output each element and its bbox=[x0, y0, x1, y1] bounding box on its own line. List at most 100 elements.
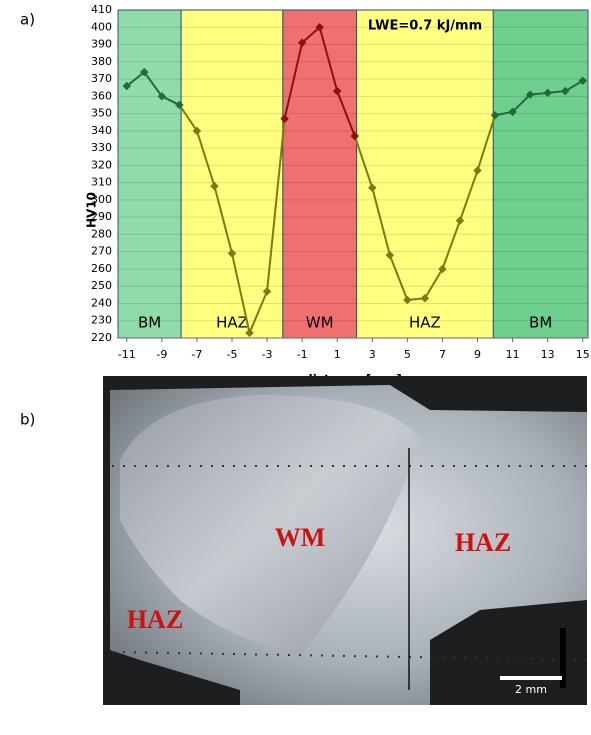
point bbox=[438, 264, 447, 274]
point bbox=[473, 166, 482, 175]
line-segment bbox=[195, 130, 216, 187]
point bbox=[175, 100, 184, 110]
weld-metal bbox=[120, 395, 420, 655]
x-tick-label: 5 bbox=[404, 348, 411, 361]
scale-bar bbox=[500, 676, 562, 680]
line-segment bbox=[441, 220, 461, 270]
x-tick-label: -11 bbox=[118, 348, 136, 361]
line-segment bbox=[336, 90, 356, 137]
point bbox=[157, 92, 167, 101]
y-tick-label: 400 bbox=[91, 20, 112, 33]
line-segment bbox=[266, 118, 286, 292]
zone-label: WM bbox=[306, 314, 334, 332]
y-tick-label: 370 bbox=[91, 72, 112, 85]
line-segment bbox=[371, 187, 391, 256]
zone-label: BM bbox=[138, 314, 161, 332]
micrograph: WM HAZ HAZ 2 mm bbox=[103, 376, 588, 705]
line-segment bbox=[126, 71, 145, 87]
line-segment bbox=[213, 185, 233, 254]
zone-label: HAZ bbox=[127, 605, 183, 634]
x-tick-label: -5 bbox=[227, 348, 238, 361]
zone-label: WM bbox=[275, 523, 326, 552]
x-tick-label: 9 bbox=[474, 348, 481, 361]
line-segment bbox=[476, 115, 497, 171]
y-tick-label: 340 bbox=[91, 124, 112, 137]
y-tick-label: 380 bbox=[91, 55, 112, 68]
x-tick-label: -7 bbox=[191, 348, 202, 361]
line-segment bbox=[424, 268, 444, 299]
panel-label: b) bbox=[20, 411, 35, 429]
line-segment bbox=[231, 253, 251, 334]
x-tick-label: 11 bbox=[506, 348, 520, 361]
point bbox=[280, 114, 289, 124]
x-tick-label: -9 bbox=[156, 348, 167, 361]
scale-label: 2 mm bbox=[515, 683, 547, 696]
x-tick-label: 7 bbox=[439, 348, 446, 361]
point bbox=[420, 294, 430, 303]
point bbox=[350, 131, 359, 141]
line-segment bbox=[564, 79, 584, 92]
y-tick-label: 280 bbox=[91, 227, 112, 240]
y-tick-label: 230 bbox=[91, 314, 112, 327]
point bbox=[262, 287, 272, 296]
line-segment bbox=[248, 290, 268, 334]
x-tick-label: 13 bbox=[541, 348, 555, 361]
y-tick-label: 330 bbox=[91, 141, 112, 154]
line-segment bbox=[161, 95, 180, 106]
x-tick-label: 15 bbox=[576, 348, 590, 361]
zone bbox=[117, 9, 182, 339]
y-tick-label: 320 bbox=[91, 158, 112, 171]
line-segment bbox=[353, 135, 374, 189]
y-tick-label: 270 bbox=[91, 245, 112, 258]
line-segment bbox=[283, 42, 304, 119]
point bbox=[140, 67, 149, 77]
chart: BM HAZ WM HAZ BM 220 230 240 250 260 270 280 290 300 3… bbox=[85, 3, 590, 387]
line-segment bbox=[301, 26, 321, 44]
point bbox=[210, 181, 219, 191]
y-tick-label: 260 bbox=[91, 262, 112, 275]
y-tick-label: 250 bbox=[91, 279, 112, 292]
point bbox=[455, 216, 465, 225]
point bbox=[245, 328, 254, 338]
point bbox=[490, 111, 500, 120]
y-tick-label: 310 bbox=[91, 176, 112, 189]
y-tick-label: 390 bbox=[91, 38, 112, 51]
y-tick-label: 360 bbox=[91, 89, 112, 102]
line-segment bbox=[388, 254, 409, 301]
point bbox=[297, 38, 307, 48]
y-tick-label: 410 bbox=[91, 3, 112, 16]
zone bbox=[492, 9, 589, 339]
point bbox=[192, 126, 202, 136]
x-tick-label: -1 bbox=[297, 348, 308, 361]
line-segment bbox=[143, 71, 163, 97]
point bbox=[403, 295, 412, 305]
point bbox=[315, 23, 324, 32]
panel-label: a) bbox=[20, 11, 35, 29]
point bbox=[332, 86, 342, 96]
x-tick-label: -3 bbox=[262, 348, 273, 361]
y-tick-label: 220 bbox=[91, 331, 112, 344]
zone bbox=[356, 9, 494, 339]
y-tick-label: 300 bbox=[91, 193, 112, 206]
zone bbox=[180, 9, 284, 339]
line-segment bbox=[511, 93, 531, 113]
line-segment bbox=[318, 26, 339, 92]
zone-label: HAZ bbox=[455, 528, 511, 557]
annotation: LWE=0.7 kJ/mm bbox=[368, 19, 482, 34]
zone-label: BM bbox=[529, 314, 552, 332]
x-tick-label: 3 bbox=[369, 348, 376, 361]
zone bbox=[282, 9, 358, 339]
y-tick-label: 350 bbox=[91, 107, 112, 120]
line-segment bbox=[178, 104, 198, 132]
y-tick-label: 240 bbox=[91, 296, 112, 309]
y-axis-label: HV10 bbox=[85, 192, 99, 228]
zone-label: HAZ bbox=[409, 314, 441, 332]
point bbox=[122, 81, 132, 91]
point bbox=[368, 183, 377, 193]
point bbox=[227, 249, 237, 258]
y-tick-label: 290 bbox=[91, 210, 112, 223]
point bbox=[385, 250, 395, 260]
zone-label: HAZ bbox=[216, 314, 248, 332]
